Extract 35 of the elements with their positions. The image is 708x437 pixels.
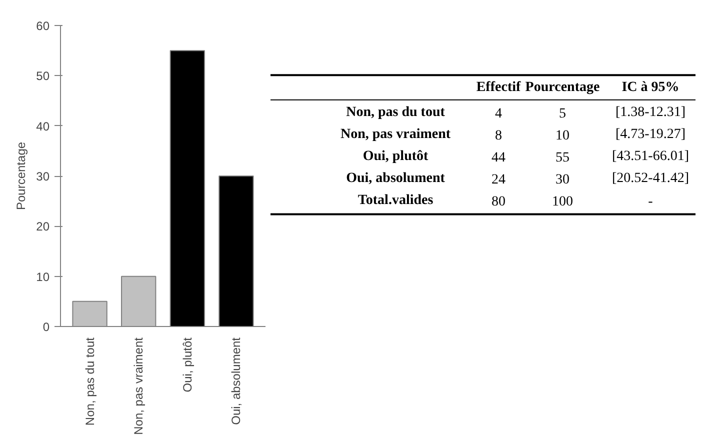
y-tick-label: 10: [36, 270, 50, 284]
x-tick-label: Non, pas du tout: [82, 336, 97, 426]
data-label: [43.51-66.01]: [612, 148, 690, 164]
y-axis-title: Pourcentage: [14, 142, 28, 210]
y-tick-label: 20: [36, 220, 50, 234]
data-label: [1.38-12.31]: [616, 104, 686, 120]
category-label: Oui, absolument: [346, 170, 446, 186]
x-tick-label: Non, pas vraiment: [132, 336, 146, 435]
data-label: 30: [556, 172, 570, 188]
data-label: 5: [559, 106, 566, 122]
data-label: 24: [492, 172, 506, 188]
category-label: Non, pas vraiment: [340, 126, 451, 142]
category-label: Non, pas du tout: [346, 104, 446, 120]
data-label: 10: [556, 128, 570, 144]
y-tick-label: 50: [36, 69, 50, 84]
data-label: 80: [492, 194, 506, 210]
y-tick-label: 30: [36, 170, 50, 184]
text: IC à 95%: [622, 80, 680, 95]
y-tick-label: 0: [42, 320, 50, 334]
data-label: [20.52-41.42]: [612, 170, 690, 186]
x-tick-label: Oui, plutôt: [180, 336, 194, 392]
data-label: 44: [492, 150, 506, 166]
text: Pourcentage: [525, 80, 600, 95]
data-label: 55: [556, 150, 570, 166]
y-tick-label: 40: [36, 119, 50, 134]
data-label: [4.73-19.27]: [616, 126, 686, 142]
data-label: 8: [495, 128, 502, 144]
data-label: -: [648, 194, 654, 210]
category-label: Total.valides: [358, 192, 434, 208]
text: Effectif: [476, 80, 521, 95]
y-tick-label: 60: [36, 19, 50, 33]
data-label: 4: [495, 106, 502, 122]
data-label: 100: [552, 194, 573, 210]
x-tick-label: Oui, absolument: [229, 336, 244, 425]
category-label: Oui, plutôt: [362, 148, 429, 164]
